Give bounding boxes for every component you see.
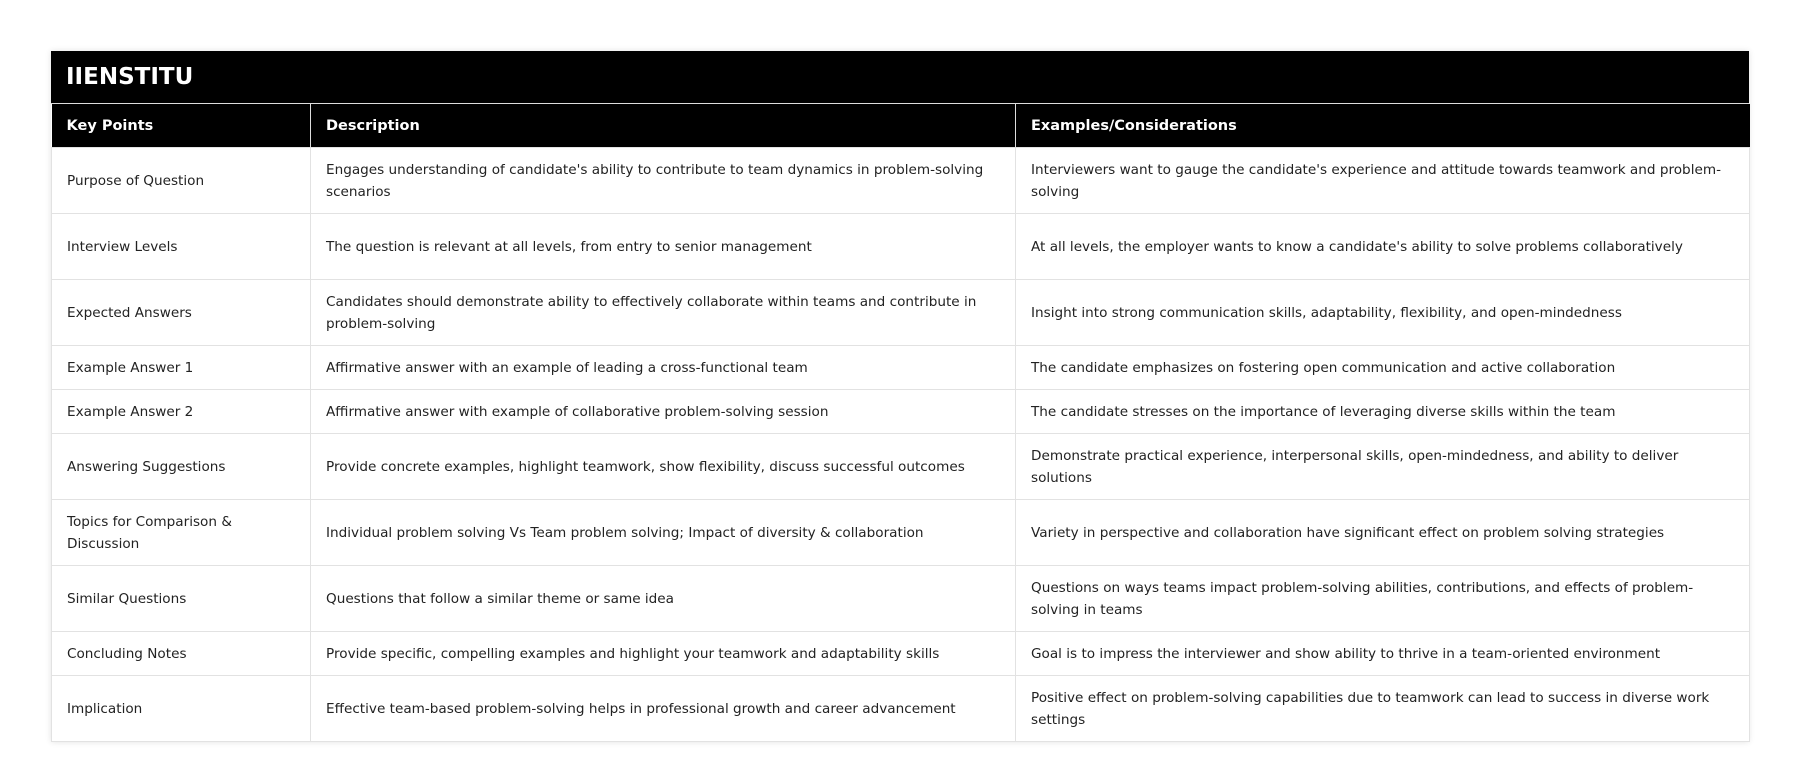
- key-point-cell: Answering Suggestions: [51, 433, 311, 500]
- table-row: Topics for Comparison & Discussion Indivi…: [51, 499, 1750, 566]
- key-point-cell: Similar Questions: [51, 565, 311, 632]
- table-row: Answering Suggestions Provide concrete ex…: [51, 433, 1750, 500]
- table-container: IIENSTITU Key Points Description Example…: [51, 51, 1750, 742]
- table-row: Expected Answers Candidates should demons…: [51, 279, 1750, 346]
- examples-cell: At all levels, the employer wants to kno…: [1015, 213, 1750, 280]
- description-cell: Provide concrete examples, highlight tea…: [310, 433, 1016, 500]
- table-row: Implication Effective team-based problem-…: [51, 675, 1750, 742]
- description-cell: Individual problem solving Vs Team probl…: [310, 499, 1016, 566]
- examples-cell: Goal is to impress the interviewer and s…: [1015, 631, 1750, 676]
- table-row: Example Answer 1 Affirmative answer with …: [51, 345, 1750, 390]
- column-header-key-points: Key Points: [51, 104, 311, 148]
- column-header-examples: Examples/Considerations: [1015, 104, 1750, 148]
- column-header-description: Description: [310, 104, 1016, 148]
- key-point-cell: Purpose of Question: [51, 147, 311, 214]
- key-point-cell: Implication: [51, 675, 311, 742]
- table-row: Purpose of Question Engages understanding…: [51, 147, 1750, 214]
- examples-cell: Insight into strong communication skills…: [1015, 279, 1750, 346]
- key-point-cell: Example Answer 1: [51, 345, 311, 390]
- description-cell: Affirmative answer with an example of le…: [310, 345, 1016, 390]
- table-row: Interview Levels The question is relevant…: [51, 213, 1750, 280]
- key-point-cell: Topics for Comparison & Discussion: [51, 499, 311, 566]
- key-point-cell: Expected Answers: [51, 279, 311, 346]
- examples-cell: Variety in perspective and collaboration…: [1015, 499, 1750, 566]
- description-cell: Affirmative answer with example of colla…: [310, 389, 1016, 434]
- description-cell: Effective team-based problem-solving hel…: [310, 675, 1016, 742]
- table-row: Similar Questions Questions that follow a…: [51, 565, 1750, 632]
- description-cell: Questions that follow a similar theme or…: [310, 565, 1016, 632]
- examples-cell: Positive effect on problem-solving capab…: [1015, 675, 1750, 742]
- examples-cell: Interviewers want to gauge the candidate…: [1015, 147, 1750, 214]
- key-point-cell: Example Answer 2: [51, 389, 311, 434]
- key-points-table: Key Points Description Examples/Consider…: [51, 104, 1750, 742]
- examples-cell: Demonstrate practical experience, interp…: [1015, 433, 1750, 500]
- key-point-cell: Interview Levels: [51, 213, 311, 280]
- description-cell: Candidates should demonstrate ability to…: [310, 279, 1016, 346]
- key-point-cell: Concluding Notes: [51, 631, 311, 676]
- description-cell: Provide specific, compelling examples an…: [310, 631, 1016, 676]
- examples-cell: The candidate stresses on the importance…: [1015, 389, 1750, 434]
- table-row: Concluding Notes Provide specific, compel…: [51, 631, 1750, 676]
- examples-cell: The candidate emphasizes on fostering op…: [1015, 345, 1750, 390]
- header-row: Key Points Description Examples/Consider…: [51, 104, 1750, 148]
- description-cell: Engages understanding of candidate's abi…: [310, 147, 1016, 214]
- table-title: IIENSTITU: [51, 51, 1749, 104]
- table-row: Example Answer 2 Affirmative answer with …: [51, 389, 1750, 434]
- description-cell: The question is relevant at all levels, …: [310, 213, 1016, 280]
- examples-cell: Questions on ways teams impact problem-s…: [1015, 565, 1750, 632]
